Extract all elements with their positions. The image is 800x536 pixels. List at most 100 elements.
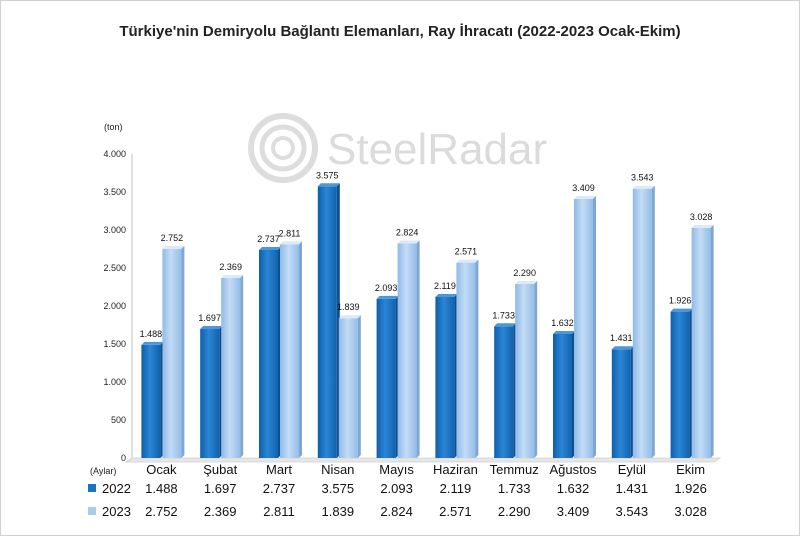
category-label: Şubat: [203, 462, 237, 477]
data-label-2023-Mart: 2.811: [279, 228, 301, 238]
bar-side-2023-Temmuz: [534, 280, 538, 458]
bar-2022-Nisan: [317, 186, 337, 459]
table-cell-2022: 2.093: [380, 481, 413, 496]
table-cell-2023: 2.571: [439, 504, 472, 519]
bar-top-2023-Ağustos: [574, 195, 596, 199]
bar-side-2023-Mart: [299, 241, 302, 458]
table-cell-2023: 3.543: [616, 504, 649, 519]
bar-2022-Eylül: [611, 349, 631, 458]
watermark-text: SteelRadar: [327, 125, 547, 174]
y-tick-label: 1.000: [103, 377, 126, 387]
category-label: Eylül: [618, 462, 646, 477]
bar-top-2022-Nisan: [317, 183, 340, 187]
y-tick-label: 0: [121, 453, 126, 463]
bar-top-2023-Ekim: [691, 224, 714, 228]
data-label-2022-Mayıs: 2.093: [375, 283, 398, 293]
bar-top-2023-Mayıs: [397, 240, 420, 244]
table-cell-2023: 2.752: [145, 504, 178, 519]
y-axis: 0 500 1.000 1.500 2.000 2.500 3.000 3.500 4.000: [103, 149, 133, 463]
bar-top-2022-Mart: [259, 246, 281, 250]
data-label-2022-Temmuz: 1.733: [492, 310, 515, 320]
legend-label: 2022: [102, 481, 131, 496]
bar-2023-Haziran: [456, 262, 476, 458]
category-label: Haziran: [433, 462, 478, 477]
bar-2022-Ağustos: [553, 333, 572, 458]
data-label-2022-Haziran: 2.119: [434, 281, 456, 291]
data-label-2023-Mayıs: 2.824: [396, 227, 419, 237]
legend-swatch-2022: [88, 484, 96, 492]
category-label: Mayıs: [379, 462, 414, 477]
data-label-2023-Ekim: 3.028: [690, 212, 713, 222]
table-cell-2022: 1.926: [674, 481, 707, 496]
bar-top-2023-Ocak: [162, 245, 185, 249]
bar-side-2023-Mayıs: [416, 240, 420, 458]
watermark: SteelRadar: [248, 113, 547, 183]
table-cell-2023: 1.839: [322, 504, 355, 519]
data-label-2022-Şubat: 1.697: [198, 313, 221, 323]
category-label: Mart: [266, 462, 292, 477]
bar-top-2023-Nisan: [338, 315, 361, 319]
table-cell-2023: 3.028: [674, 504, 707, 519]
bar-2022-Ekim: [670, 311, 690, 458]
data-label-2023-Temmuz: 2.290: [513, 268, 536, 278]
legend-label: 2023: [102, 504, 131, 519]
bar-side-2023-Nisan: [357, 315, 361, 458]
bars: [141, 183, 714, 459]
data-label-2023-Şubat: 2.369: [219, 262, 242, 272]
table-cell-2022: 3.575: [322, 481, 355, 496]
y-tick-label: 500: [111, 415, 126, 425]
data-table: 2022 1.488 1.697 2.737 3.575 2.093 2.119 1.733 1…: [88, 481, 707, 519]
data-label-2023-Eylül: 3.543: [631, 173, 654, 183]
bar-2022-Mayıs: [376, 298, 396, 458]
bar-2023-Ağustos: [574, 198, 593, 458]
data-label-2023-Ocak: 2.752: [161, 233, 184, 243]
bar-top-2023-Eylül: [632, 185, 655, 189]
table-cell-2022: 1.431: [616, 481, 649, 496]
bar-2023-Ekim: [691, 227, 711, 458]
bar-2023-Nisan: [338, 318, 358, 458]
bar-top-2023-Mart: [280, 241, 302, 245]
table-cell-2022: 1.632: [557, 481, 590, 496]
bar-2023-Mayıs: [397, 243, 417, 458]
y-tick-label: 2.500: [103, 263, 126, 273]
category-axis-label: (Aylar): [90, 466, 116, 476]
bar-side-2023-Haziran: [475, 259, 479, 458]
bar-top-2022-Ekim: [670, 308, 693, 312]
data-label-2022-Mart: 2.737: [257, 234, 280, 244]
category-label: Ocak: [146, 462, 177, 477]
chart-title: Türkiye'nin Demiryolu Bağlantı Elemanlar…: [119, 23, 680, 40]
bar-2023-Mart: [280, 244, 299, 458]
bar-top-2023-Haziran: [456, 259, 479, 263]
bar-2022-Temmuz: [494, 326, 514, 458]
bar-2023-Eylül: [632, 188, 652, 458]
table-cell-2023: 2.811: [263, 504, 295, 519]
bar-side-2023-Eylül: [651, 185, 655, 458]
y-tick-label: 4.000: [103, 149, 126, 159]
data-label-2022-Ocak: 1.488: [140, 329, 163, 339]
bar-2022-Mart: [259, 249, 278, 458]
bar-2023-Temmuz: [515, 283, 535, 458]
table-cell-2023: 2.369: [204, 504, 237, 519]
y-tick-label: 3.500: [103, 187, 126, 197]
bar-top-2022-Temmuz: [494, 323, 517, 327]
bar-top-2022-Ağustos: [553, 330, 575, 334]
data-label-2022-Eylül: 1.431: [610, 333, 633, 343]
table-cell-2022: 2.737: [263, 481, 296, 496]
table-cell-2023: 3.409: [557, 504, 590, 519]
data-label-2023-Haziran: 2.571: [455, 247, 478, 257]
bar-top-2022-Ocak: [141, 341, 164, 345]
bar-2022-Ocak: [141, 344, 161, 458]
table-cell-2022: 1.733: [498, 481, 531, 496]
legend-swatch-2023: [88, 507, 96, 515]
data-label-2023-Nisan: 1.839: [337, 302, 360, 312]
bar-side-2023-Ekim: [710, 224, 714, 458]
data-label-2022-Nisan: 3.575: [316, 170, 339, 180]
bar-top-2023-Temmuz: [515, 280, 538, 284]
bar-top-2022-Mayıs: [376, 295, 399, 299]
bar-2022-Şubat: [200, 329, 220, 458]
bar-top-2022-Şubat: [200, 326, 223, 330]
table-cell-2023: 2.290: [498, 504, 531, 519]
category-label: Nisan: [321, 462, 354, 477]
